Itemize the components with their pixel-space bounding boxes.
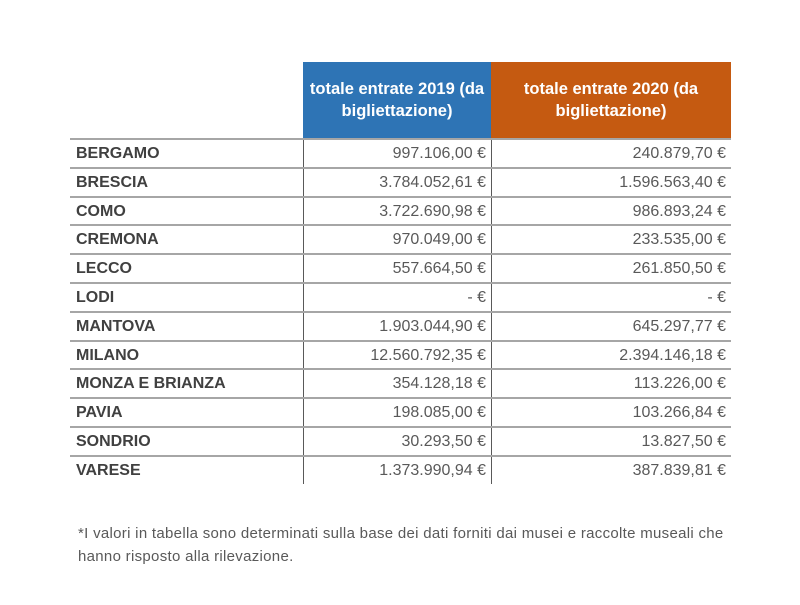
revenue-2020: 103.266,84 €: [491, 399, 731, 426]
revenue-2020: 986.893,24 €: [491, 197, 731, 225]
revenue-2020: 2.394.146,18 €: [491, 341, 731, 369]
province-name: MONZA E BRIANZA: [76, 375, 226, 393]
province-name: COMO: [76, 202, 126, 220]
revenue-2019: - €: [303, 283, 491, 311]
revenue-2020: 1.596.563,40 €: [491, 168, 731, 196]
revenue-2020: 113.226,00 €: [491, 370, 731, 398]
table-row: COMO 3.722.690,98 €986.893,24 €: [70, 195, 731, 225]
revenue-2020: - €: [491, 283, 731, 311]
revenue-2019: 3.722.690,98 €: [303, 197, 491, 225]
revenue-2020: 387.839,81 €: [491, 456, 731, 484]
province-name: SONDRIO: [76, 432, 151, 450]
table-row: PAVIA 198.085,00 €103.266,84 €: [70, 397, 731, 426]
province-name: LODI: [76, 288, 115, 306]
revenue-2020: 233.535,00 €: [491, 226, 731, 254]
header-blank-cell: [70, 62, 303, 138]
header-2020: totale entrate 2020 (da bigliettazione): [491, 62, 731, 138]
revenue-2019: 1.903.044,90 €: [303, 312, 491, 340]
province-name: BRESCIA: [76, 173, 149, 191]
revenue-2020: 261.850,50 €: [491, 255, 731, 282]
table-row: MONZA E BRIANZA 354.128,18 €113.226,00 €: [70, 368, 731, 398]
province-name: MILANO: [76, 346, 140, 364]
province-name: VARESE: [76, 461, 141, 479]
revenue-2019: 1.373.990,94 €: [303, 456, 491, 484]
header-2019: totale entrate 2019 (da bigliettazione): [303, 62, 491, 138]
province-name: LECCO: [76, 260, 132, 278]
revenue-2019: 354.128,18 €: [303, 370, 491, 398]
table-row: VARESE 1.373.990,94 €387.839,81 €: [70, 454, 731, 484]
revenue-2019: 970.049,00 €: [303, 226, 491, 254]
province-name: BERGAMO: [76, 145, 160, 162]
revenue-2019: 12.560.792,35 €: [303, 341, 491, 369]
table-row: BRESCIA 3.784.052,61 €1.596.563,40 €: [70, 166, 731, 196]
revenue-2020: 13.827,50 €: [491, 427, 731, 455]
revenue-2020: 645.297,77 €: [491, 312, 731, 340]
revenue-2019: 198.085,00 €: [303, 399, 491, 426]
revenue-2020: 240.879,70 €: [491, 140, 731, 167]
revenue-2019: 3.784.052,61 €: [303, 168, 491, 196]
table-body: BERGAMO 997.106,00 €240.879,70 € BRESCIA 3.…: [70, 138, 731, 484]
table-row: CREMONA 970.049,00 €233.535,00 €: [70, 224, 731, 254]
revenue-table: totale entrate 2019 (da bigliettazione) …: [70, 62, 731, 484]
revenue-2019: 30.293,50 €: [303, 427, 491, 455]
province-name: CREMONA: [76, 231, 159, 249]
table-header: totale entrate 2019 (da bigliettazione) …: [70, 62, 731, 138]
table-row: SONDRIO 30.293,50 €13.827,50 €: [70, 425, 731, 455]
table-row: LECCO 557.664,50 €261.850,50 €: [70, 253, 731, 282]
table-row: LODI - € - €: [70, 281, 731, 311]
revenue-2019: 557.664,50 €: [303, 255, 491, 282]
province-name: PAVIA: [76, 404, 123, 422]
footnote: *I valori in tabella sono determinati su…: [78, 525, 724, 565]
table-row: MILANO 12.560.792,35 €2.394.146,18 €: [70, 339, 731, 369]
province-name: MANTOVA: [76, 317, 156, 335]
revenue-2019: 997.106,00 €: [303, 140, 491, 167]
table-row: BERGAMO 997.106,00 €240.879,70 €: [70, 138, 731, 167]
table-row: MANTOVA 1.903.044,90 €645.297,77 €: [70, 310, 731, 340]
